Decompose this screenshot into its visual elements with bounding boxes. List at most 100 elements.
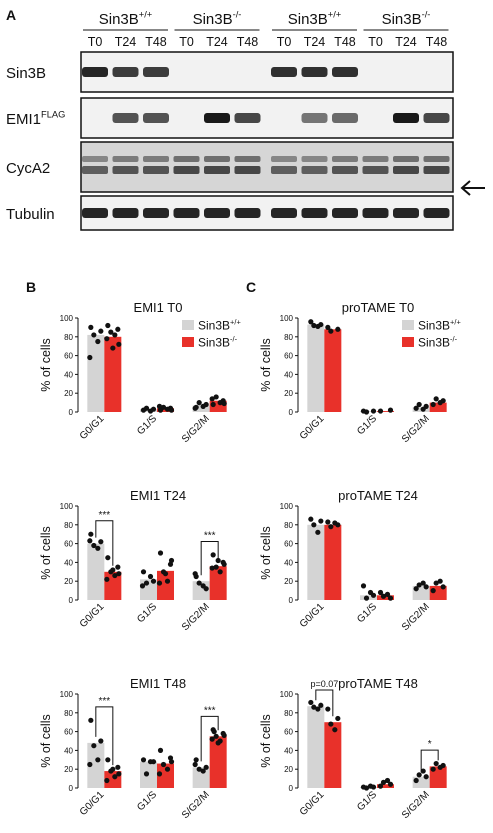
data-point: [160, 404, 167, 410]
x-tick-label: G1/S: [355, 789, 379, 813]
data-point: [367, 589, 374, 596]
y-tick-label: 20: [64, 389, 73, 398]
data-point: [108, 329, 114, 335]
bar: [157, 570, 174, 600]
data-point: [88, 531, 94, 537]
y-axis-label: % of cells: [259, 338, 273, 392]
data-point: [192, 761, 198, 768]
bar: [87, 543, 105, 600]
data-point: [213, 564, 219, 570]
data-point: [140, 757, 147, 763]
data-point: [116, 771, 122, 777]
data-point: [164, 766, 171, 772]
data-point: [147, 408, 154, 414]
group-label: Sin3B+/+: [288, 10, 341, 28]
significance-label: ***: [98, 510, 110, 521]
blot-band: [234, 156, 261, 162]
data-point: [192, 571, 198, 577]
y-tick-label: 0: [69, 596, 74, 605]
y-tick-label: 60: [284, 352, 293, 361]
data-point: [98, 738, 104, 744]
data-point: [215, 740, 221, 746]
data-point: [95, 338, 101, 345]
legend-label-ko: Sin3B-/-: [418, 334, 458, 349]
x-tick-label: G1/S: [135, 601, 159, 625]
data-point: [164, 578, 171, 584]
timepoint-label: T48: [426, 35, 448, 49]
data-point: [98, 539, 104, 545]
significance-label: ***: [98, 696, 110, 707]
data-point: [315, 323, 321, 330]
y-tick-label: 60: [64, 352, 73, 361]
data-point: [413, 586, 419, 592]
legend-swatch-ko: [402, 337, 414, 347]
blot-band: [112, 166, 139, 174]
significance-bracket: [315, 689, 334, 717]
data-point: [110, 345, 116, 351]
significance-label: p=0.07: [310, 679, 338, 689]
data-point: [311, 522, 317, 528]
y-tick-label: 20: [284, 389, 293, 398]
blot-band: [271, 156, 297, 162]
panel-label-b: B: [26, 279, 36, 295]
bar: [429, 402, 447, 412]
blot-band: [423, 156, 450, 162]
data-point: [217, 400, 223, 406]
y-tick-label: 60: [284, 728, 293, 737]
y-tick-label: 40: [284, 746, 293, 755]
significance-bracket: [95, 520, 114, 566]
data-point: [420, 580, 426, 586]
data-point: [332, 520, 338, 526]
charts: EMI1 T0 % of cells 0 20 40 60 80 100 G0/G1 G1/S S/…: [39, 300, 461, 821]
y-tick-label: 80: [64, 709, 73, 718]
data-point: [423, 584, 429, 590]
y-axis-label: % of cells: [39, 526, 53, 580]
y-tick-label: 20: [284, 765, 293, 774]
bar: [192, 767, 210, 788]
data-point: [213, 733, 219, 739]
chart-title: EMI1 T0: [134, 300, 183, 315]
legend-swatch-wt: [182, 320, 194, 330]
blot-band: [112, 113, 139, 123]
data-point: [160, 761, 167, 768]
x-tick-label: S/G2/M: [400, 601, 432, 633]
data-point: [210, 401, 216, 408]
group-label: Sin3B-/-: [193, 10, 242, 28]
y-tick-label: 20: [284, 577, 293, 586]
bar: [377, 784, 394, 788]
data-point: [311, 322, 317, 329]
data-point: [430, 766, 436, 772]
group-label: Sin3B+/+: [99, 10, 152, 28]
data-point: [416, 401, 422, 408]
y-tick-label: 60: [284, 540, 293, 549]
data-point: [221, 561, 227, 567]
data-point: [200, 403, 206, 409]
y-tick-label: 20: [64, 577, 73, 586]
x-tick-label: S/G2/M: [180, 601, 212, 633]
bar: [324, 329, 342, 412]
x-tick-label: S/G2/M: [180, 789, 212, 821]
timepoint-label: T48: [334, 35, 356, 49]
bar: [209, 566, 227, 600]
arrow-icon: [460, 180, 485, 196]
data-point: [143, 771, 150, 777]
blot-band: [301, 166, 328, 174]
data-point: [157, 550, 164, 556]
x-tick-label: S/G2/M: [400, 413, 432, 445]
blot-band: [143, 67, 169, 77]
data-point: [112, 572, 118, 579]
data-point: [387, 781, 394, 787]
data-point: [88, 324, 94, 330]
blot-band: [271, 166, 297, 174]
data-point: [416, 582, 422, 588]
data-point: [332, 727, 338, 733]
bar: [307, 524, 325, 600]
data-point: [162, 571, 169, 577]
data-point: [335, 715, 341, 722]
data-point: [209, 565, 215, 571]
timepoint-label: T48: [145, 35, 167, 49]
data-point: [156, 771, 163, 777]
bar: [209, 736, 227, 788]
x-tick-label: G1/S: [135, 789, 159, 813]
blot-band: [112, 208, 139, 218]
